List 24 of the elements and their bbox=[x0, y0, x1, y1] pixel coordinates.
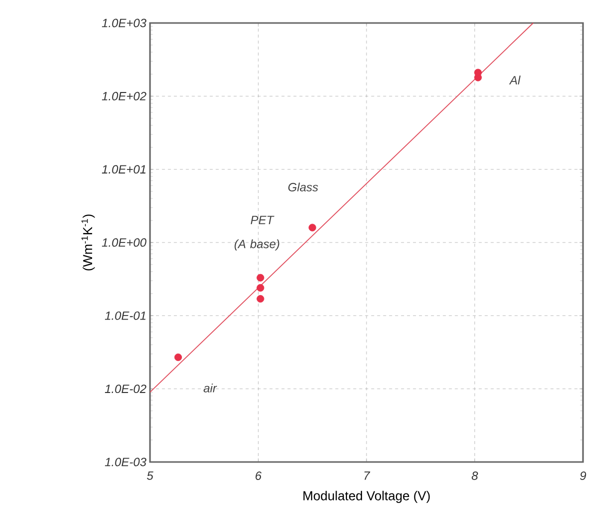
y-tick-label: 1.0E-02 bbox=[104, 384, 146, 394]
x-tick-label: 6 bbox=[256, 472, 262, 480]
point bbox=[308, 224, 316, 232]
annotation: air bbox=[204, 384, 218, 392]
point bbox=[256, 284, 264, 292]
annotation: PET bbox=[250, 216, 274, 224]
x-tick-label: 7 bbox=[364, 472, 370, 480]
annotation: Al bbox=[509, 76, 521, 84]
y-tick-label: 1.0E+01 bbox=[102, 165, 146, 174]
y-tick-label: 1.0E-01 bbox=[104, 311, 146, 320]
y-tick-label: 1.0E+02 bbox=[102, 92, 146, 100]
y-tick-label: 1.0E+00 bbox=[102, 238, 146, 247]
point bbox=[256, 274, 264, 282]
y-axis-title: (Wm$^{-1}$K$^{-1}$) bbox=[82, 214, 95, 270]
x-axis-title: Modulated Voltage (V) bbox=[303, 490, 430, 503]
x-tick-label: 9 bbox=[580, 472, 586, 480]
point bbox=[256, 295, 264, 303]
y-tick-label: 1.0E-03 bbox=[104, 458, 146, 466]
point bbox=[174, 353, 182, 362]
x-tick-label: 8 bbox=[472, 472, 478, 480]
annotation: (A base) bbox=[234, 239, 280, 251]
x-tick-label: 5 bbox=[146, 472, 154, 480]
y-tick-label: 1.0E+03 bbox=[102, 18, 146, 28]
annotation: Glass bbox=[288, 182, 318, 192]
